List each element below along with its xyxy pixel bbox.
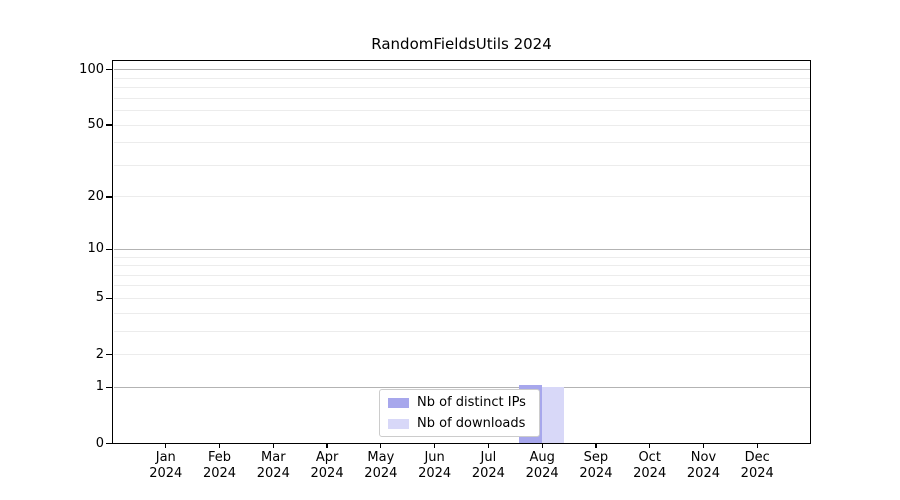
chart-title: RandomFieldsUtils 2024 <box>371 35 552 53</box>
x-tick-mark <box>433 443 436 448</box>
y-tick-mark <box>106 196 112 198</box>
month-label: Oct <box>638 450 661 465</box>
minor-gridline <box>113 297 810 299</box>
month-label: Dec <box>744 450 770 465</box>
year-label: 2024 <box>149 466 183 481</box>
bar-downloads <box>542 387 564 444</box>
minor-gridline <box>113 285 810 287</box>
x-tick-label: Mar 2024 <box>245 450 301 482</box>
minor-gridline <box>113 77 810 79</box>
year-label: 2024 <box>525 466 559 481</box>
major-gridline <box>113 386 810 388</box>
x-tick-mark <box>326 443 328 448</box>
major-gridline <box>113 248 810 250</box>
legend-entry-distinct-ips: Nb of distinct IPs <box>388 394 531 411</box>
minor-gridline <box>113 256 810 258</box>
y-tick-mark <box>106 353 112 356</box>
y-tick-label: 10 <box>87 241 104 257</box>
year-label: 2024 <box>202 466 237 481</box>
legend: Nb of distinct IPs Nb of downloads <box>379 389 540 437</box>
x-tick-mark <box>702 443 705 448</box>
x-tick-label: Jan 2024 <box>138 450 194 482</box>
minor-gridline <box>113 265 810 267</box>
month-label: Aug <box>529 450 555 465</box>
x-tick-label: Apr 2024 <box>299 450 355 482</box>
x-tick-mark <box>487 443 490 448</box>
minor-gridline <box>113 110 810 112</box>
year-label: 2024 <box>740 466 774 481</box>
plot-frame <box>112 60 811 444</box>
x-tick-label: Feb 2024 <box>192 450 248 482</box>
month-label: Jul <box>480 450 497 465</box>
y-tick-label: 1 <box>95 379 104 395</box>
x-tick-label: Jul 2024 <box>460 450 516 482</box>
year-label: 2024 <box>364 466 398 481</box>
minor-gridline <box>113 164 810 166</box>
x-tick-mark <box>218 443 221 448</box>
month-label: Apr <box>315 450 339 465</box>
year-label: 2024 <box>471 466 505 481</box>
x-tick-mark <box>649 443 651 448</box>
x-tick-label: Sep 2024 <box>568 450 624 482</box>
legend-entry-downloads: Nb of downloads <box>388 415 531 432</box>
x-tick-label: Aug 2024 <box>514 450 570 482</box>
y-tick-mark <box>106 297 112 300</box>
minor-gridline <box>113 354 810 356</box>
month-label: Mar <box>261 450 286 465</box>
y-tick-label: 2 <box>95 346 104 362</box>
y-tick-mark <box>106 248 112 250</box>
x-tick-mark <box>541 443 543 448</box>
minor-gridline <box>113 142 810 144</box>
minor-gridline <box>113 97 810 99</box>
month-label: Feb <box>208 450 232 465</box>
minor-gridline <box>113 312 810 314</box>
month-label: Jan <box>155 450 176 465</box>
x-tick-label: Nov 2024 <box>675 450 731 482</box>
month-label: Nov <box>690 450 717 465</box>
year-label: 2024 <box>579 466 613 481</box>
x-tick-label: Oct 2024 <box>622 450 678 482</box>
y-tick-label: 20 <box>87 188 104 204</box>
x-tick-label: Dec 2024 <box>729 450 785 482</box>
year-label: 2024 <box>310 466 344 481</box>
x-tick-mark <box>272 443 274 448</box>
y-tick-label: 0 <box>95 435 104 451</box>
month-label: May <box>367 450 395 465</box>
minor-gridline <box>113 330 810 332</box>
year-label: 2024 <box>686 466 720 481</box>
year-label: 2024 <box>633 466 667 481</box>
y-tick-mark <box>106 69 112 71</box>
legend-label-distinct-ips: Nb of distinct IPs <box>417 395 526 410</box>
legend-label-downloads: Nb of downloads <box>417 416 526 431</box>
x-tick-mark <box>756 443 758 448</box>
y-tick-mark <box>106 386 112 389</box>
major-gridline <box>113 69 810 71</box>
minor-gridline <box>113 124 810 126</box>
minor-gridline <box>113 196 810 198</box>
month-label: Jun <box>424 450 445 465</box>
year-label: 2024 <box>418 466 452 481</box>
x-tick-label: Jun 2024 <box>407 450 463 482</box>
y-tick-mark <box>106 124 112 126</box>
y-tick-label: 100 <box>79 61 104 77</box>
minor-gridline <box>113 87 810 89</box>
y-tick-label: 5 <box>95 290 104 306</box>
x-tick-label: May 2024 <box>353 450 409 482</box>
x-tick-mark <box>595 443 597 448</box>
x-tick-mark <box>165 443 167 448</box>
downloads-swatch <box>388 418 409 429</box>
minor-gridline <box>113 274 810 276</box>
x-tick-mark <box>380 443 382 448</box>
y-tick-mark <box>106 442 112 445</box>
y-tick-label: 50 <box>87 117 104 133</box>
distinct-ips-swatch <box>388 397 409 408</box>
year-label: 2024 <box>256 466 290 481</box>
month-label: Sep <box>583 450 609 465</box>
